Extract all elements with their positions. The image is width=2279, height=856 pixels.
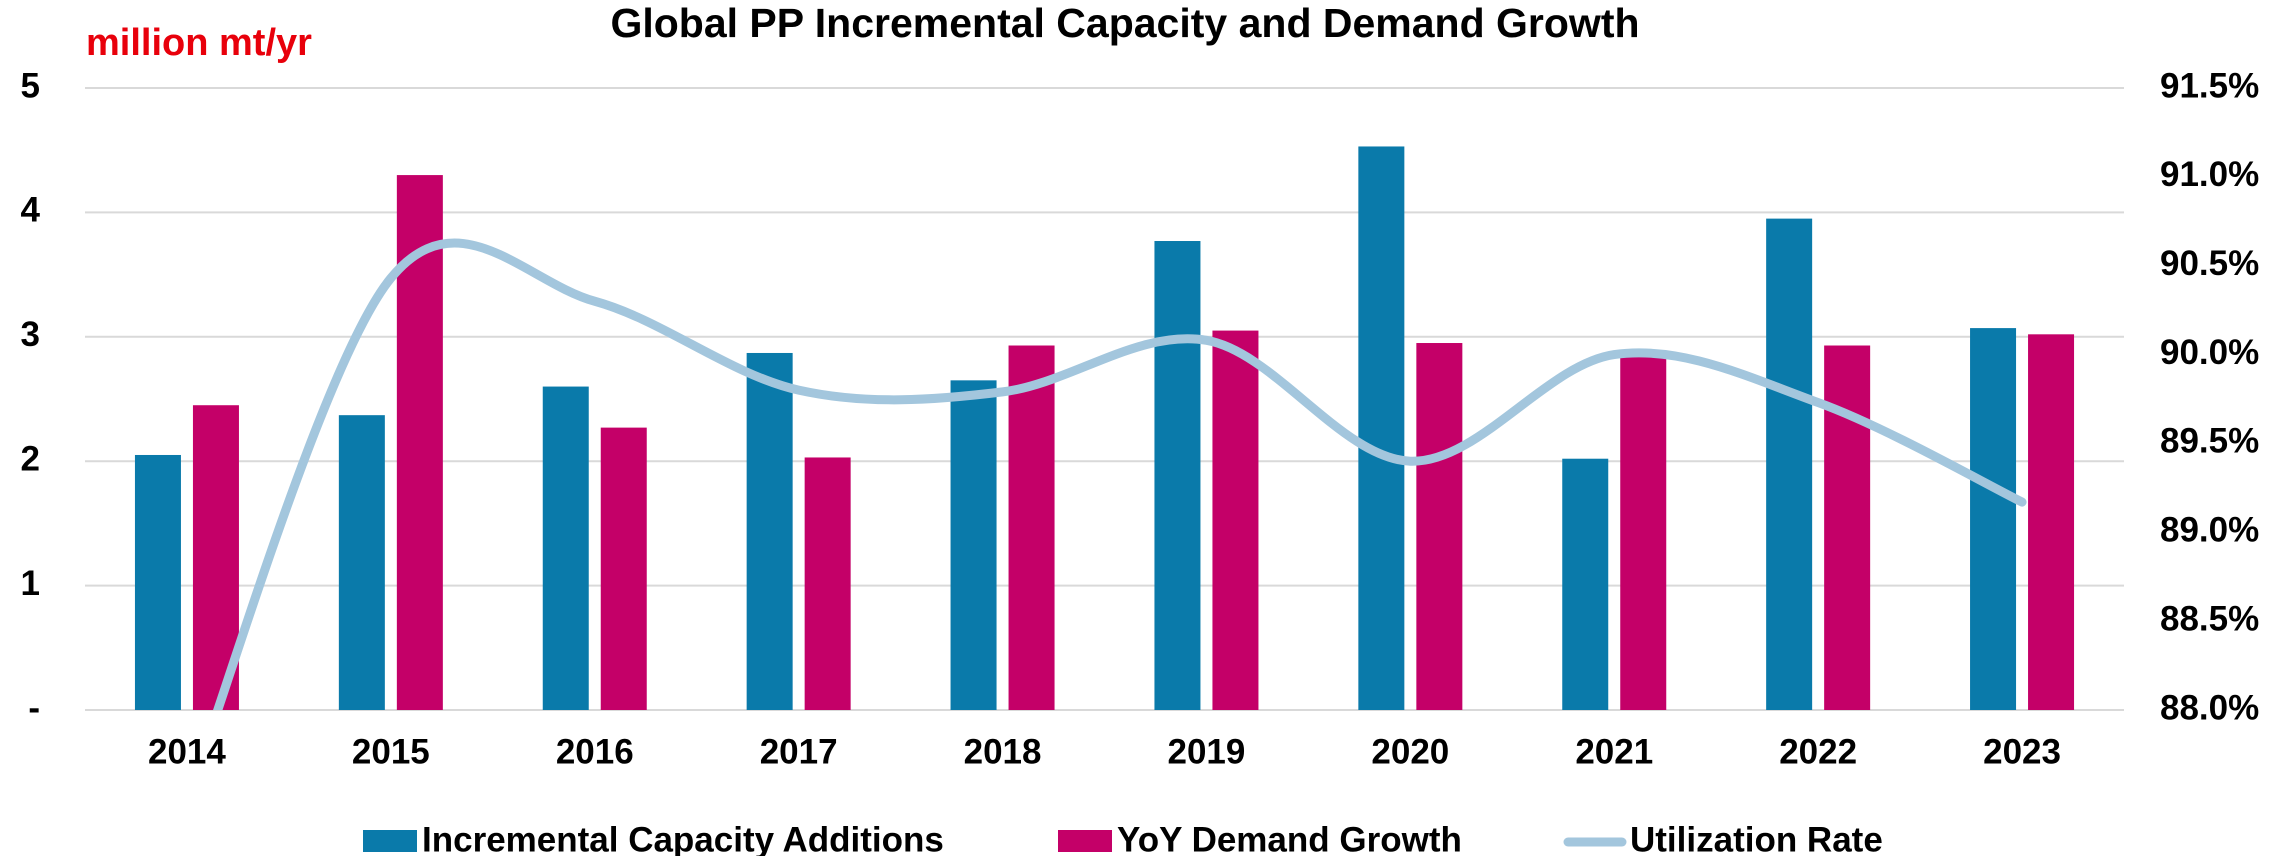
legend-label: YoY Demand Growth — [1117, 820, 1462, 856]
x-tick-label: 2019 — [1168, 732, 1246, 771]
bar — [2028, 334, 2075, 710]
x-tick-label: 2015 — [352, 732, 430, 771]
bar — [1358, 146, 1405, 710]
line — [213, 238, 2027, 710]
y2-tick-label: 88.5% — [2160, 599, 2259, 638]
x-tick-label: 2021 — [1575, 732, 1653, 771]
y-tick-label: 1 — [21, 564, 40, 603]
x-tick-label: 2022 — [1779, 732, 1857, 771]
x-tick-label: 2018 — [964, 732, 1042, 771]
bar — [950, 380, 997, 710]
y2-tick-label: 89.5% — [2160, 422, 2259, 461]
y-tick-label: 5 — [21, 66, 40, 105]
legend-label: Utilization Rate — [1630, 820, 1883, 856]
x-tick-label: 2014 — [148, 732, 226, 771]
x-tick-label: 2020 — [1371, 732, 1449, 771]
bar — [1212, 330, 1259, 710]
bar — [542, 386, 589, 710]
bar — [134, 454, 181, 710]
chart-title: Global PP Incremental Capacity and Deman… — [610, 0, 1639, 46]
y2-tick-label: 89.0% — [2160, 511, 2259, 550]
x-tick-label: 2017 — [760, 732, 838, 771]
y2-tick-label: 91.0% — [2160, 155, 2259, 194]
x-tick-label: 2023 — [1983, 732, 2061, 771]
bar — [1416, 343, 1463, 710]
y-axis-label: million mt/yr — [86, 22, 312, 64]
bar — [1562, 458, 1609, 710]
y2-tick-label: 90.0% — [2160, 333, 2259, 372]
bar — [1008, 345, 1055, 710]
y2-tick-label: 90.5% — [2160, 244, 2259, 283]
bar — [338, 415, 385, 710]
legend-label: Incremental Capacity Additions — [422, 820, 944, 856]
bar — [1154, 241, 1201, 710]
y2-tick-label: 91.5% — [2160, 66, 2259, 105]
bar — [1824, 345, 1871, 710]
bar — [1620, 355, 1667, 710]
y2-tick-label: 88.0% — [2160, 688, 2259, 727]
y-tick-label: 4 — [21, 191, 41, 230]
bar — [804, 457, 851, 710]
bar — [746, 352, 793, 710]
legend-swatch — [1058, 830, 1112, 852]
legend-swatch — [363, 830, 417, 852]
bar — [1766, 218, 1813, 710]
y-tick-label: 2 — [21, 439, 40, 478]
x-tick-label: 2016 — [556, 732, 634, 771]
y-tick-label: - — [28, 688, 40, 727]
y-tick-label: 3 — [21, 315, 40, 354]
bar — [1970, 328, 2017, 710]
bar — [600, 427, 647, 710]
